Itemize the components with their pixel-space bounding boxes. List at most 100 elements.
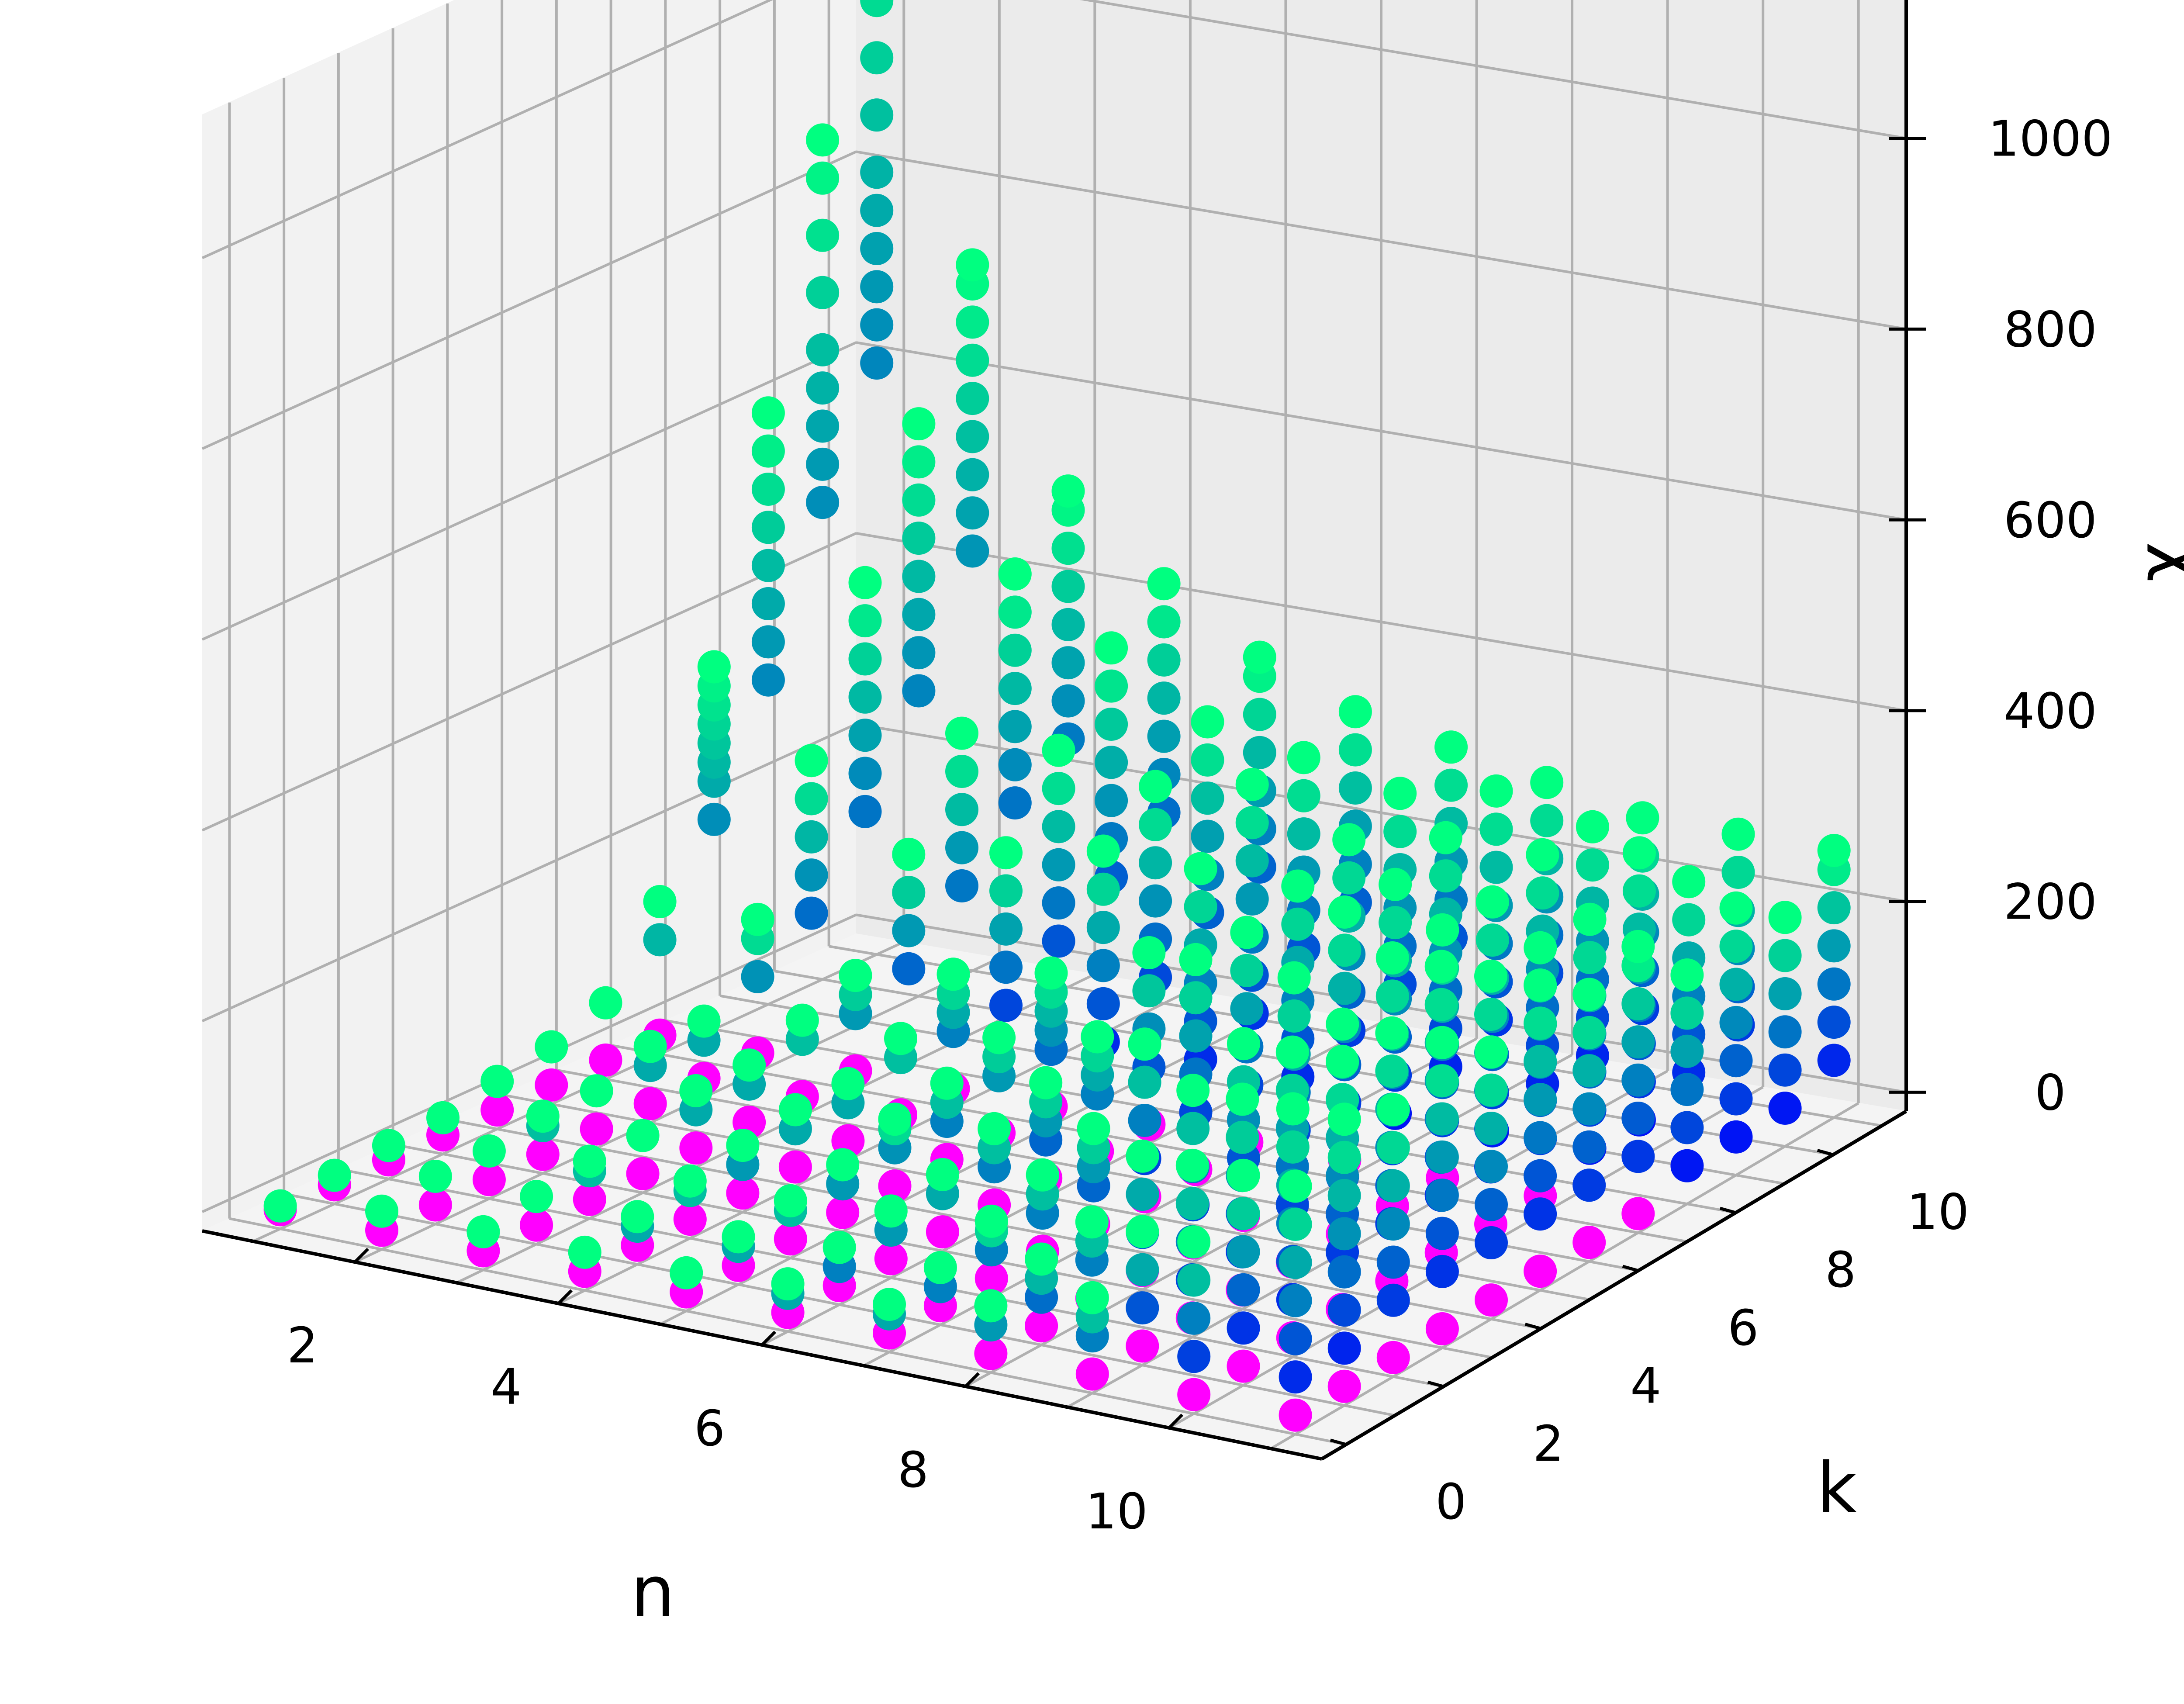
scatter-point [989, 989, 1023, 1022]
scatter-point [860, 156, 894, 189]
scatter-point [1573, 902, 1607, 936]
scatter-point [1095, 708, 1128, 741]
scatter-point [795, 820, 828, 854]
scatter-point [418, 1160, 452, 1193]
scatter-point [741, 960, 774, 993]
scatter-point [1719, 1120, 1753, 1154]
z-axis-title: χ [2121, 542, 2184, 582]
scatter-point [1287, 779, 1320, 812]
scatter-point [1719, 1044, 1753, 1078]
scatter-point [945, 716, 978, 750]
scatter-point [535, 1068, 568, 1102]
scatter-point [1719, 1006, 1753, 1039]
z-tick-label: 400 [2004, 683, 2097, 740]
y-tick-mark [1817, 1149, 1834, 1156]
scatter-point [1376, 1131, 1410, 1165]
gridline-floor-x [1168, 1086, 1764, 1429]
scatter-point [902, 483, 936, 517]
scatter-point [1327, 1179, 1361, 1212]
scatter-point [795, 744, 828, 778]
scatter-point [751, 511, 785, 544]
scatter-point [1338, 771, 1372, 805]
scatter-point [1328, 933, 1362, 967]
scatter-point [848, 566, 882, 599]
scatter-point [1191, 781, 1224, 815]
scatter-point [1327, 1255, 1361, 1289]
scatter-point [1179, 943, 1213, 976]
scatter-point [1817, 929, 1851, 963]
scatter-point [1279, 1398, 1312, 1432]
scatter-point [318, 1158, 351, 1192]
scatter-point [1175, 1148, 1209, 1182]
scatter-point [1768, 1092, 1802, 1125]
scatter-point [1139, 808, 1172, 841]
scatter-point [892, 914, 926, 947]
scatter-point [1277, 999, 1311, 1033]
scatter-point [1379, 868, 1412, 901]
scatter-point [1126, 1139, 1159, 1173]
scatter-point [1177, 1225, 1211, 1259]
scatter-point [1179, 1019, 1213, 1053]
scatter-point [1670, 996, 1704, 1030]
scatter-point [1576, 848, 1609, 882]
scatter-point [778, 1150, 812, 1184]
scatter-point [520, 1180, 553, 1213]
scatter-point [1034, 956, 1068, 990]
scatter-point [998, 557, 1032, 591]
scatter-point [974, 1337, 1008, 1370]
scatter-point [1177, 1378, 1211, 1411]
scatter-point [878, 1169, 912, 1203]
scatter-point [1279, 1246, 1312, 1279]
scatter-point [1128, 1104, 1161, 1137]
scatter-point [1281, 869, 1315, 903]
scatter-point [751, 625, 785, 659]
scatter-point [751, 663, 785, 697]
scatter-point [956, 420, 989, 453]
x-tick-label: 8 [898, 1442, 929, 1499]
scatter-point [1817, 967, 1851, 1001]
scatter-point [874, 1242, 908, 1275]
scatter-point [873, 1288, 906, 1321]
x-tick-mark [354, 1248, 369, 1263]
scatter-point [902, 445, 936, 479]
x-tick-label: 6 [694, 1400, 725, 1457]
scatter-point [848, 719, 882, 752]
gridline-back-z [1079, 0, 1907, 140]
scatter-point [806, 486, 840, 519]
y-tick-mark [1330, 1438, 1347, 1446]
scatter-point [822, 1230, 856, 1264]
scatter-point [860, 346, 894, 380]
scatter-point [1376, 1245, 1410, 1279]
scatter-point [806, 371, 840, 405]
scatter-point [831, 1067, 865, 1100]
x-tick-mark [761, 1331, 776, 1346]
scatter-point [1227, 1197, 1260, 1230]
scatter-point [733, 1048, 766, 1082]
scatter-point [480, 1093, 514, 1127]
scatter-point [1287, 817, 1320, 851]
scatter-point [1230, 954, 1264, 987]
scatter-point [1524, 1006, 1557, 1040]
scatter-point [1475, 1035, 1508, 1069]
scatter-point [1572, 1168, 1606, 1202]
scatter-point [1621, 1102, 1655, 1135]
z-tick-label: 200 [2004, 874, 2097, 931]
scatter-point [1227, 1311, 1260, 1345]
scatter-point [679, 1131, 713, 1165]
scatter-point [978, 1112, 1011, 1145]
scatter-point [1424, 988, 1458, 1021]
scatter-point [1768, 977, 1802, 1010]
scatter-point [926, 1215, 959, 1249]
scatter-point [1179, 981, 1213, 1015]
scatter-point [1524, 968, 1557, 1002]
scatter-point [722, 1220, 755, 1254]
scatter-point [1429, 859, 1462, 893]
scatter-point [974, 1289, 1008, 1323]
scatter-point [1530, 804, 1564, 837]
scatter-point [1626, 801, 1659, 835]
scatter-point [751, 396, 785, 430]
scatter-point [1572, 1130, 1606, 1164]
scatter-point [892, 876, 926, 909]
scatter-point [1572, 1092, 1606, 1126]
